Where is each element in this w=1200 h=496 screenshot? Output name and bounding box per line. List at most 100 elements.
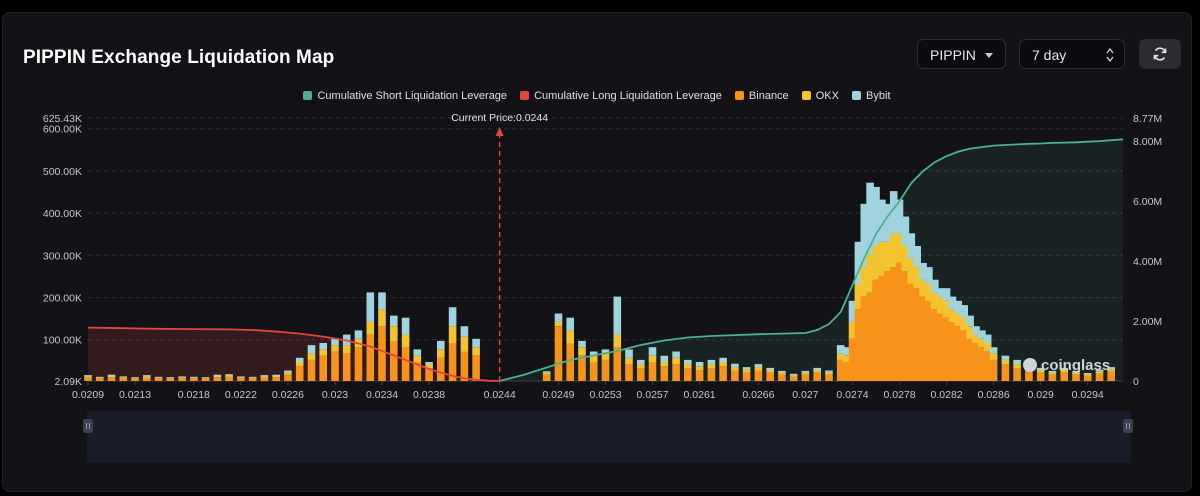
bar-okx	[901, 246, 910, 272]
bar-bybit	[960, 305, 968, 318]
bar-bybit	[884, 203, 892, 242]
bar-bybit	[460, 326, 469, 337]
bar-bybit	[1036, 367, 1045, 370]
bar-bybit	[331, 338, 339, 346]
bar-bybit	[437, 340, 445, 350]
x-tick-label: 0.0209	[72, 389, 104, 401]
x-tick-label: 0.0238	[413, 389, 445, 401]
bar-okx	[589, 355, 598, 362]
bar-okx	[154, 377, 163, 379]
bar-okx	[260, 376, 269, 378]
bar-bybit	[425, 362, 433, 365]
bar-okx	[707, 364, 716, 369]
y-left-tick-label: 2.09K	[55, 376, 82, 388]
legend-item-short[interactable]: Cumulative Short Liquidation Leverage	[303, 90, 507, 102]
bar-binance	[413, 362, 422, 381]
range-slider[interactable]	[87, 411, 1131, 463]
bar-binance	[707, 368, 716, 381]
bar-okx	[913, 267, 921, 289]
bar-okx	[119, 377, 128, 378]
bar-bybit	[248, 376, 257, 378]
bar-bybit	[901, 216, 910, 246]
bar-binance	[131, 378, 139, 381]
bar-okx	[836, 353, 845, 360]
y-right-tick-label: 0	[1133, 376, 1139, 388]
bar-okx	[1048, 372, 1057, 375]
bar-okx	[672, 357, 680, 365]
bar-binance	[448, 343, 457, 381]
bar-binance	[989, 359, 998, 381]
bar-binance	[1036, 372, 1045, 381]
bar-bybit	[742, 367, 751, 370]
symbol-select[interactable]: PIPPIN	[917, 39, 1006, 69]
x-tick-label: 0.0286	[978, 389, 1010, 401]
bar-bybit	[895, 199, 904, 234]
refresh-button[interactable]	[1139, 39, 1181, 69]
bar-bybit	[225, 374, 233, 376]
bar-binance	[578, 355, 586, 381]
bar-okx	[731, 367, 739, 371]
bar-okx	[295, 362, 304, 367]
bar-bybit	[295, 357, 304, 362]
bar-binance	[284, 374, 292, 381]
bar-okx	[1095, 371, 1104, 374]
bar-binance	[178, 378, 186, 381]
bar-okx	[366, 321, 375, 335]
bar-bybit	[284, 370, 292, 373]
slider-handle-left[interactable]	[83, 419, 93, 433]
x-tick-label: 0.023	[322, 389, 348, 401]
bar-binance	[201, 378, 210, 381]
bar-bybit	[637, 359, 645, 365]
bar-bybit	[272, 374, 280, 376]
bar-bybit	[801, 370, 810, 373]
bar-bybit	[413, 349, 422, 356]
bar-binance	[978, 347, 986, 381]
bar-binance	[613, 347, 622, 381]
bar-okx	[390, 326, 398, 341]
bar-bybit	[601, 349, 610, 354]
bar-binance	[766, 372, 774, 381]
bar-binance	[931, 309, 939, 381]
legend-item-binance[interactable]: Binance	[734, 90, 789, 102]
range-select[interactable]: 7 day	[1019, 39, 1125, 69]
bar-binance	[166, 378, 175, 381]
x-tick-label: 0.0222	[225, 389, 257, 401]
bar-binance	[1001, 364, 1010, 381]
legend-item-bybit[interactable]: Bybit	[852, 90, 891, 102]
x-tick-label: 0.0274	[836, 389, 868, 401]
bar-okx	[237, 377, 245, 378]
bar-binance	[895, 262, 904, 381]
bar-okx	[601, 353, 610, 360]
legend-item-okx[interactable]: OKX	[801, 90, 839, 102]
bar-okx	[972, 334, 980, 343]
bar-binance	[190, 378, 198, 381]
bar-okx	[854, 284, 863, 310]
cumulative-long-line	[87, 326, 500, 382]
bar-okx	[695, 366, 704, 371]
bar-binance	[1072, 374, 1080, 381]
bar-okx	[825, 372, 833, 375]
legend-item-long[interactable]: Cumulative Long Liquidation Leverage	[520, 90, 722, 102]
bar-bybit	[378, 292, 386, 310]
bar-binance	[354, 347, 363, 381]
bar-bybit	[260, 375, 269, 377]
y-right-tick-label: 8.77M	[1133, 113, 1162, 125]
bar-okx	[178, 377, 186, 378]
bar-binance	[813, 372, 821, 381]
symbol-select-value: PIPPIN	[930, 47, 976, 63]
bar-bybit	[178, 376, 186, 378]
bar-binance	[1013, 368, 1021, 381]
bar-bybit	[936, 288, 945, 297]
slider-handle-right[interactable]	[1123, 419, 1133, 433]
bar-okx	[889, 233, 898, 268]
y-left-tick-label: 300.00K	[43, 250, 82, 262]
bar-bybit	[213, 374, 222, 376]
bar-binance	[1060, 372, 1068, 381]
bar-binance	[107, 377, 116, 381]
bar-okx	[378, 309, 386, 327]
bar-bybit	[860, 203, 869, 268]
bar-binance	[789, 376, 798, 381]
bar-bybit	[613, 296, 622, 335]
bar-binance	[331, 351, 339, 381]
bar-bybit	[237, 376, 245, 378]
